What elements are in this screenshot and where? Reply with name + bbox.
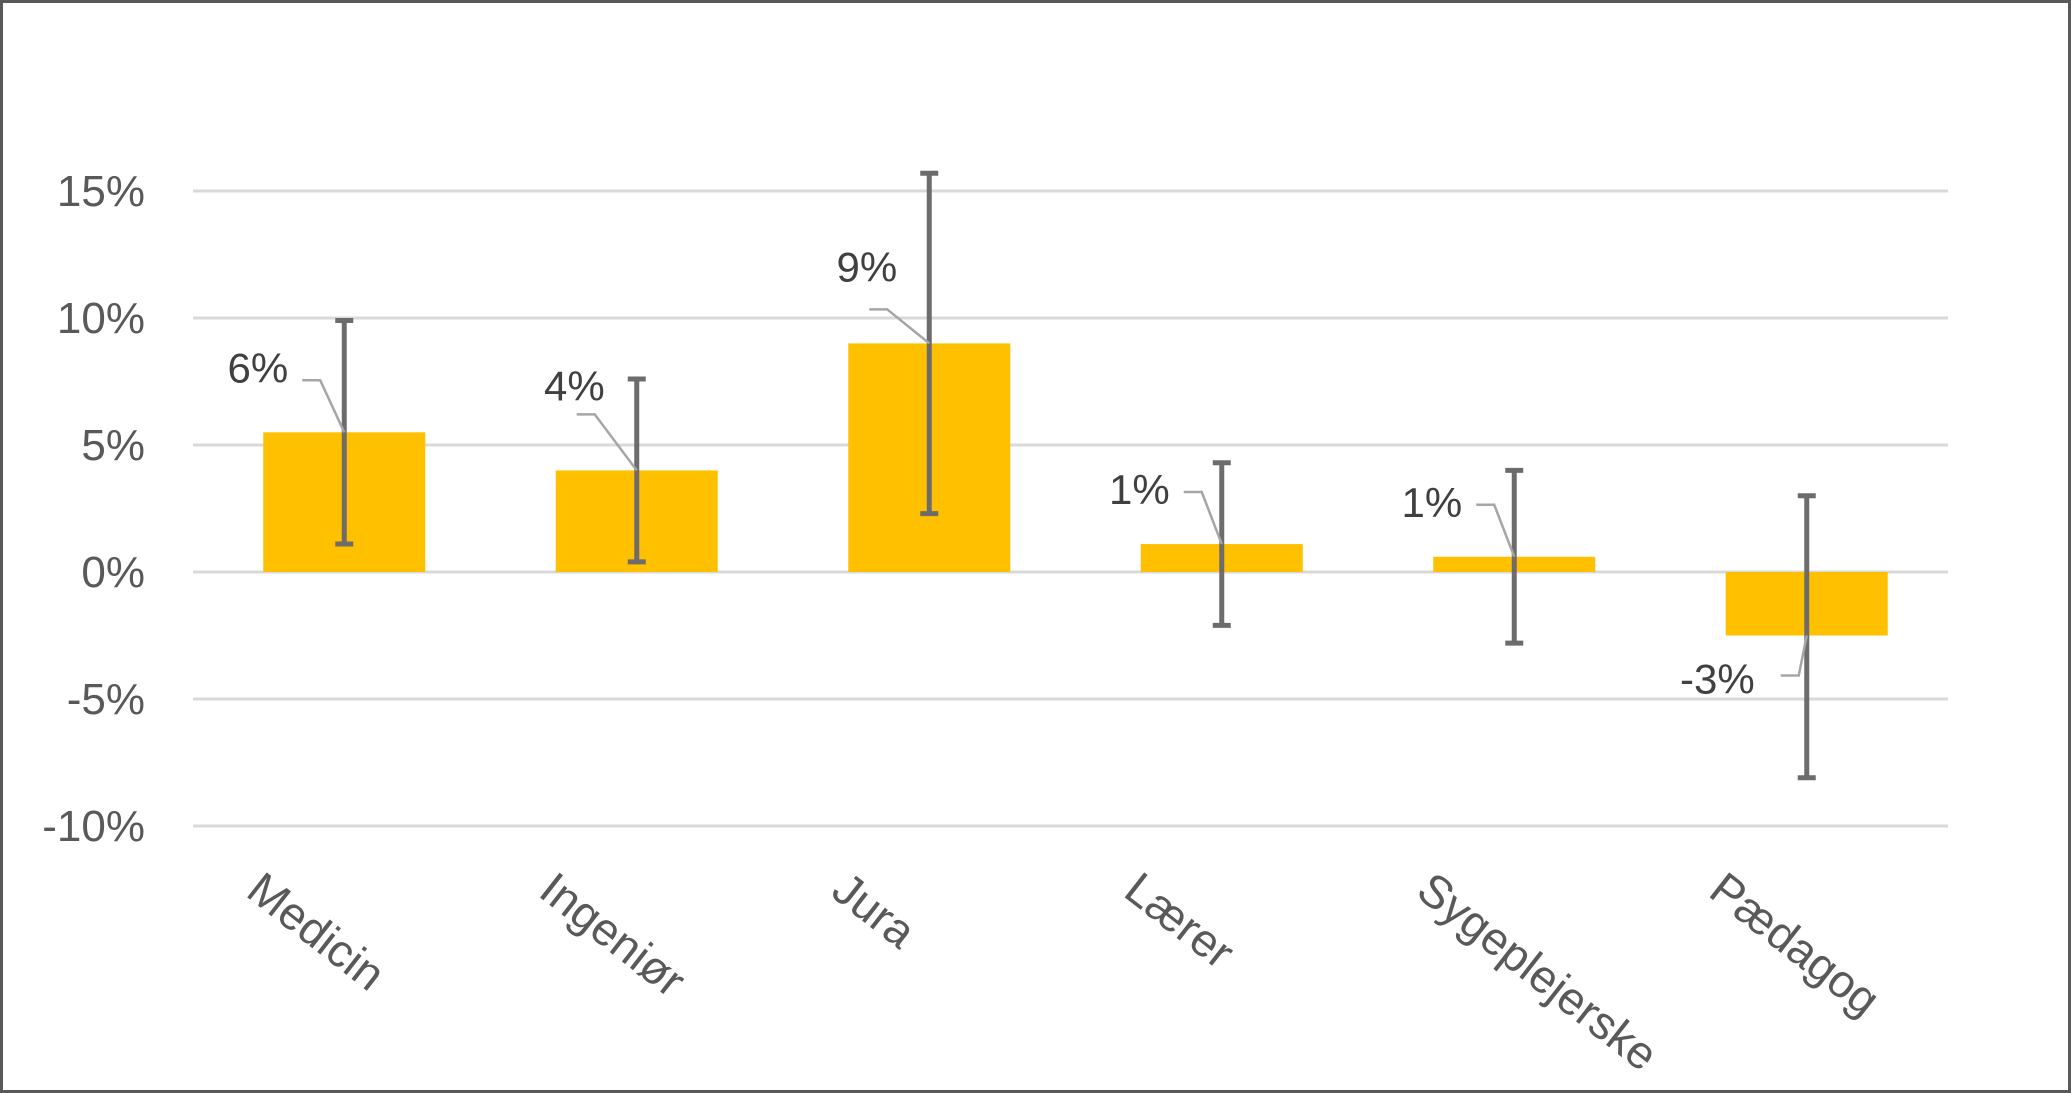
category-label-0: Medicin	[238, 862, 395, 1001]
leader-line-5	[1780, 635, 1808, 677]
category-label-2: Jura	[823, 862, 926, 958]
y-tick-label: 0%	[81, 548, 145, 597]
data-label-3: 1%	[1109, 466, 1170, 513]
leader-line-1	[576, 413, 638, 472]
leader-line-0	[302, 379, 346, 433]
y-tick-label: 15%	[57, 167, 145, 216]
data-label-leaders	[302, 308, 1808, 677]
leader-line-2	[869, 308, 931, 345]
y-tick-label: 10%	[57, 294, 145, 343]
y-tick-label: 5%	[81, 421, 145, 470]
data-label-2: 9%	[837, 243, 898, 290]
leader-line-4	[1476, 503, 1516, 558]
leader-line-3	[1183, 490, 1223, 545]
data-labels: 6% 4% 9% 1% 1% -3%	[228, 243, 1755, 702]
data-label-4: 1%	[1402, 479, 1463, 526]
category-label-3: Lærer	[1116, 862, 1245, 979]
data-label-1: 4%	[544, 362, 605, 409]
bars	[263, 343, 1888, 636]
bar-chart: 15% 10% 5% 0% -5% -10% 6% 4% 9% 1% 1% -3% Medicin I…	[42, 167, 1948, 1081]
y-tick-label: -10%	[42, 802, 145, 851]
data-label-5: -3%	[1680, 656, 1755, 703]
category-label-4: Sygeplejerske	[1408, 862, 1668, 1081]
category-label-5: Pædagog	[1701, 862, 1890, 1026]
category-label-1: Ingeniør	[531, 862, 696, 1007]
y-axis-tick-labels: 15% 10% 5% 0% -5% -10%	[42, 167, 145, 851]
x-axis-category-labels: Medicin Ingeniør Jura Lærer Sygeplejerske Pæd…	[238, 862, 1890, 1081]
data-label-0: 6%	[228, 344, 289, 391]
y-tick-label: -5%	[67, 675, 145, 724]
gridlines	[193, 189, 1948, 828]
